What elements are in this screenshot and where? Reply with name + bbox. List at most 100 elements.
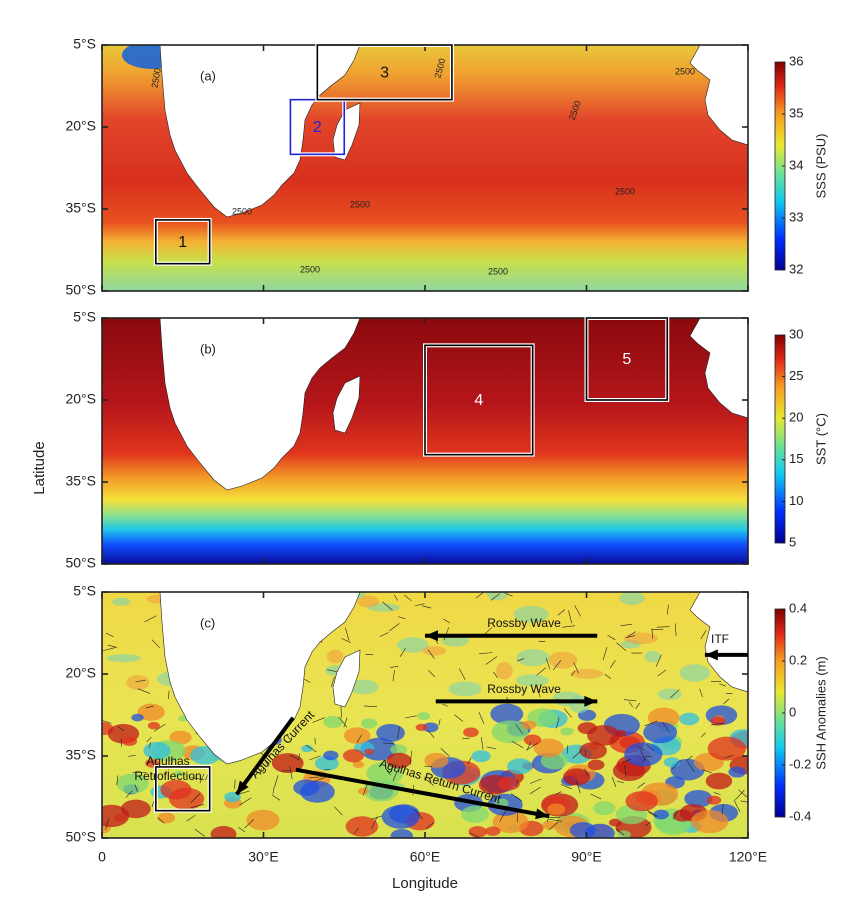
anomaly-eddy: [357, 787, 369, 795]
anomaly-eddy: [706, 795, 722, 805]
anomaly-eddy: [343, 727, 371, 744]
velocity-vector: [624, 699, 637, 702]
anomaly-eddy: [644, 650, 661, 663]
velocity-vector: [699, 688, 703, 698]
velocity-vector: [515, 723, 523, 735]
velocity-vector: [467, 757, 472, 765]
y-tick-label: 20°S: [65, 665, 96, 681]
velocity-vector: [289, 754, 300, 761]
velocity-vector: [644, 821, 651, 827]
velocity-vector: [670, 689, 680, 699]
anomaly-eddy: [547, 803, 566, 815]
map-panel: 0 30°E 60°E 90°E 120°E 5°S 20°S 35°S 50°S (c) -0.4…: [65, 583, 828, 865]
anomaly-eddy: [376, 723, 405, 742]
velocity-vector: [286, 734, 291, 740]
arrow-head: [584, 695, 598, 707]
velocity-vector: [422, 605, 432, 609]
velocity-vector: [151, 639, 160, 648]
colorbar-tick-label: 34: [789, 157, 803, 172]
velocity-vector: [568, 610, 573, 624]
y-axis-label: Latitude: [31, 441, 48, 494]
anomaly-eddy: [345, 816, 379, 837]
velocity-vector: [574, 605, 581, 617]
anomaly-eddy: [349, 679, 379, 695]
velocity-vector: [637, 745, 645, 751]
region-label: 3: [380, 65, 389, 82]
anomaly-eddy: [422, 646, 447, 656]
anomaly-eddy: [157, 812, 176, 824]
velocity-vector: [298, 753, 300, 760]
velocity-vector: [563, 708, 572, 718]
y-tick-label: 5°S: [73, 583, 96, 599]
anomaly-eddy: [587, 725, 621, 746]
anomaly-eddy: [625, 791, 658, 812]
anomaly-eddy: [415, 723, 428, 731]
anomaly-eddy: [112, 597, 131, 606]
velocity-vector: [573, 662, 579, 674]
velocity-vector: [190, 777, 205, 781]
velocity-vector: [576, 780, 581, 794]
velocity-vector: [120, 738, 123, 747]
velocity-vector: [244, 818, 255, 829]
anomaly-eddy: [679, 664, 710, 682]
contour-label: 2500: [300, 264, 320, 274]
anomaly-eddy: [486, 592, 509, 601]
velocity-vector: [153, 723, 166, 732]
colorbar-tick-label: 32: [789, 261, 803, 276]
velocity-vector: [454, 714, 464, 722]
anomaly-eddy: [360, 718, 378, 729]
anomaly-eddy: [624, 742, 663, 767]
anomaly-eddy: [300, 781, 335, 803]
anomaly-eddy: [684, 789, 713, 808]
velocity-vector: [733, 799, 741, 813]
velocity-vector: [686, 755, 693, 762]
anomaly-eddy: [386, 752, 412, 769]
anomaly-eddy: [102, 804, 130, 828]
anomaly-eddy: [513, 605, 549, 623]
velocity-vector: [641, 757, 646, 764]
panel-label: (b): [200, 341, 216, 356]
velocity-vector: [529, 778, 542, 784]
arrow-head: [425, 630, 438, 642]
velocity-vector: [615, 828, 625, 836]
velocity-vector: [199, 773, 205, 784]
region-box: [155, 219, 211, 265]
velocity-vector: [443, 618, 451, 624]
anomaly-eddy: [492, 810, 529, 834]
velocity-vector: [382, 742, 394, 745]
velocity-vector: [488, 790, 496, 800]
velocity-vector: [526, 743, 538, 751]
anomaly-eddy: [507, 758, 533, 775]
anomaly-eddy: [570, 668, 604, 679]
colorbar-label: SSS (PSU): [813, 133, 828, 198]
velocity-vector: [719, 683, 726, 687]
velocity-vector: [529, 786, 541, 795]
anomaly-eddy: [516, 649, 550, 667]
velocity-vector: [552, 660, 562, 671]
anomaly-eddy: [342, 749, 364, 763]
y-tick-label: 20°S: [65, 391, 96, 407]
anomaly-eddy: [173, 770, 184, 777]
x-tick-label: 60°E: [410, 849, 441, 865]
velocity-vector: [572, 749, 582, 759]
colorbar-label: SSH Anomalies (m): [813, 656, 828, 769]
velocity-vector: [740, 800, 748, 803]
x-tick-label: 120°E: [729, 849, 767, 865]
velocity-vector: [607, 634, 616, 641]
anomaly-eddy: [352, 760, 365, 769]
velocity-vector: [571, 670, 576, 676]
velocity-vector: [486, 746, 497, 750]
velocity-vector: [602, 646, 608, 661]
velocity-vector: [149, 742, 151, 749]
velocity-vector: [334, 806, 343, 816]
velocity-vector: [478, 712, 485, 724]
annotation: ITF: [711, 632, 729, 646]
velocity-vector: [327, 669, 337, 672]
velocity-vector: [620, 624, 632, 627]
velocity-vector: [493, 671, 498, 679]
velocity-vector: [331, 676, 335, 687]
colorbar-tick-label: 0.2: [789, 652, 807, 667]
velocity-vector: [116, 775, 119, 786]
velocity-vector: [414, 808, 423, 820]
